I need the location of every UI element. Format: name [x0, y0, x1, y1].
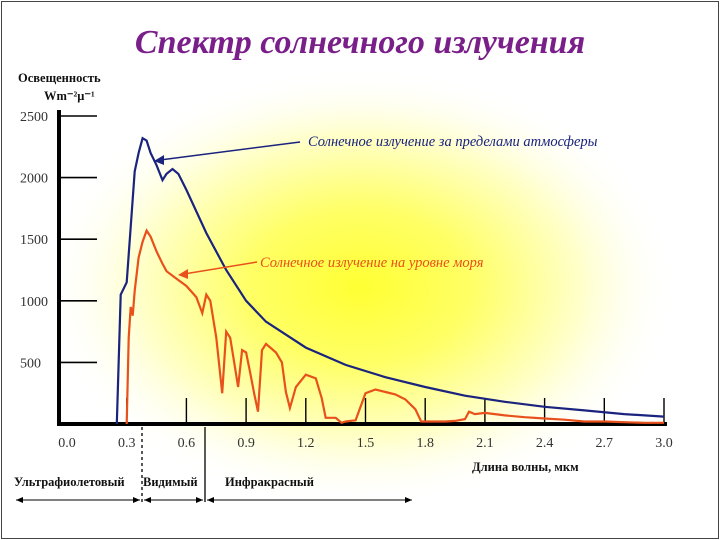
y-tick-label: 2000 [20, 172, 48, 187]
x-tick-labels: 0.0 0.3 0.6 0.9 1.2 1.5 1.8 2.1 2.4 2.7 3.0 [58, 436, 673, 451]
x-tick-label: 0.6 [178, 436, 196, 451]
x-tick-label: 3.0 [655, 436, 673, 451]
series-line-sea-level [125, 228, 664, 425]
x-tick-label: 1.5 [357, 436, 375, 451]
y-axis-label-line1: Освещенность [18, 71, 101, 85]
region-arrowhead-uv-right [133, 497, 140, 503]
x-tick-label: 0.0 [58, 436, 76, 451]
annotation-arrow-top [159, 141, 301, 161]
y-tick-label: 2500 [20, 110, 48, 125]
x-tick-label: 1.8 [416, 436, 434, 451]
x-axis-label: Длина волны, мкм [472, 460, 579, 474]
x-tick-label: 2.7 [596, 436, 614, 451]
region-arrowhead-visible-left [144, 497, 151, 503]
y-tick-labels: 2500 2000 1500 1000 500 [20, 110, 48, 371]
y-tick-label: 1500 [20, 233, 48, 248]
x-tick-label: 1.2 [297, 436, 315, 451]
background-glow [42, 67, 678, 507]
annotation-arrow-sea [183, 261, 258, 275]
region-label-visible: Видимый [143, 475, 198, 489]
y-tick-label: 1000 [20, 295, 48, 310]
series-line-extraterrestrial [115, 136, 665, 425]
annotation-top: Солнечное излучение за пределами атмосфе… [308, 134, 598, 150]
y-tick-label: 500 [20, 356, 41, 371]
x-tick-label: 0.3 [118, 436, 136, 451]
annotation-arrowhead-top [154, 155, 164, 165]
region-arrowhead-visible-right [196, 497, 203, 503]
region-arrowhead-uv-left [16, 497, 23, 503]
region-arrowhead-ir-left [207, 497, 214, 503]
y-axis-label-line2: Wm⁻²μ⁻¹ [44, 89, 95, 103]
x-tick-label: 2.1 [476, 436, 494, 451]
x-tick-label: 0.9 [237, 436, 255, 451]
region-label-uv: Ультрафиолетовый [14, 475, 125, 489]
region-label-ir: Инфракрасный [225, 475, 314, 489]
annotation-sea: Солнечное излучение на уровне моря [260, 255, 484, 271]
region-arrowhead-ir-right [405, 497, 412, 503]
x-tick-label: 2.4 [536, 436, 554, 451]
annotation-arrowhead-sea [178, 269, 188, 279]
page-title: Спектр солнечного излучения [134, 24, 586, 61]
